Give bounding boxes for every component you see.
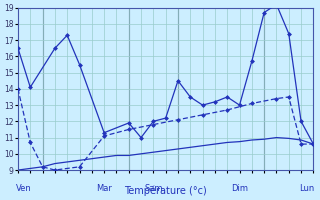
X-axis label: Température (°c): Température (°c) — [124, 185, 207, 196]
Text: Dim: Dim — [231, 184, 248, 193]
Text: Mar: Mar — [96, 184, 112, 193]
Text: Lun: Lun — [300, 184, 315, 193]
Text: Ven: Ven — [16, 184, 32, 193]
Text: Sam: Sam — [144, 184, 163, 193]
